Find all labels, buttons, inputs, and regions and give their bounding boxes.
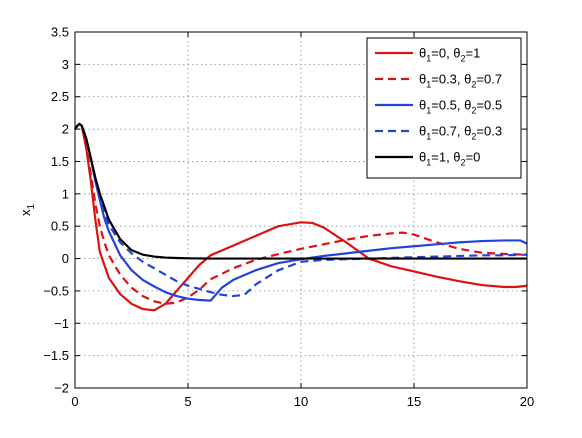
legend-text-part: =0 — [466, 150, 481, 165]
legend-subscript: 2 — [471, 106, 476, 116]
legend-label-1: θ1=0, θ2=1 — [419, 46, 480, 64]
y-tick-label: −1 — [54, 316, 69, 331]
series-line-5 — [74, 122, 527, 260]
y-tick-label: −1.5 — [43, 348, 69, 363]
legend-text-part: =0.3, θ — [431, 72, 471, 87]
legend-label-3: θ1=0.5, θ2=0.5 — [419, 98, 502, 116]
legend-label-2: θ1=0.3, θ2=0.7 — [419, 72, 502, 90]
legend-text-part: θ — [419, 46, 426, 61]
y-tick-label: 2 — [62, 122, 69, 137]
y-tick-label: 2.5 — [51, 89, 69, 104]
legend-subscript: 1 — [426, 132, 431, 142]
legend-text-part: θ — [419, 72, 426, 87]
y-axis-title-subscript: 1 — [26, 204, 37, 210]
series-line-1 — [74, 122, 528, 312]
legend-text-part: =0, θ — [431, 46, 460, 61]
legend-text-part: θ — [419, 98, 426, 113]
y-tick-label: −2 — [54, 381, 69, 396]
y-tick-label: 0.5 — [51, 219, 69, 234]
legend-text-part: =1 — [466, 46, 481, 61]
x-tick-label: 10 — [294, 394, 308, 409]
series-layer — [74, 122, 528, 312]
axes — [74, 31, 528, 389]
legend-subscript: 2 — [471, 80, 476, 90]
legend-text-part: =0.5, θ — [431, 98, 471, 113]
y-axis-label: x1 — [18, 204, 37, 217]
tick-labels: 0 5 10 15 20 −2 −1.5 −1 −0.5 0 0.5 1 1.5 2 2.5 3 3.5 — [43, 25, 534, 410]
y-tick-label: 1 — [62, 186, 69, 201]
legend-text-part: θ — [419, 124, 426, 139]
legend-subscript: 1 — [426, 158, 431, 168]
legend-text-part: =0.5 — [476, 98, 502, 113]
x-tick-label: 5 — [184, 394, 191, 409]
legend-subscript: 1 — [426, 80, 431, 90]
x-tick-label: 0 — [71, 394, 78, 409]
y-tick-label: 0 — [62, 251, 69, 266]
legend-subscript: 2 — [461, 54, 466, 64]
x-tick-label: 15 — [407, 394, 421, 409]
y-tick-label: 3.5 — [51, 25, 69, 40]
y-tick-label: 3 — [62, 57, 69, 72]
legend-text-part: =0.7 — [476, 72, 502, 87]
y-axis-title: x1 — [18, 204, 37, 217]
x-tick-label: 20 — [520, 394, 534, 409]
legend-text-part: =0.7, θ — [431, 124, 471, 139]
y-axis-title-main: x — [18, 209, 33, 216]
legend-text-part: =1, θ — [431, 150, 460, 165]
legend-subscript: 1 — [426, 106, 431, 116]
legend-box — [366, 37, 522, 179]
legend-label-4: θ1=0.7, θ2=0.3 — [419, 124, 502, 142]
legend-text-part: θ — [419, 150, 426, 165]
grid — [75, 32, 527, 388]
legend-subscript: 2 — [471, 132, 476, 142]
series-line-2 — [74, 122, 528, 305]
legend-subscript: 2 — [461, 158, 466, 168]
y-tick-label: 1.5 — [51, 154, 69, 169]
legend-subscript: 1 — [426, 54, 431, 64]
legend: θ1=0, θ2=1θ1=0.3, θ2=0.7θ1=0.5, θ2=0.5θ1… — [366, 37, 522, 179]
y-tick-label: −0.5 — [43, 283, 69, 298]
legend-text-part: =0.3 — [476, 124, 502, 139]
legend-label-5: θ1=1, θ2=0 — [419, 150, 480, 168]
